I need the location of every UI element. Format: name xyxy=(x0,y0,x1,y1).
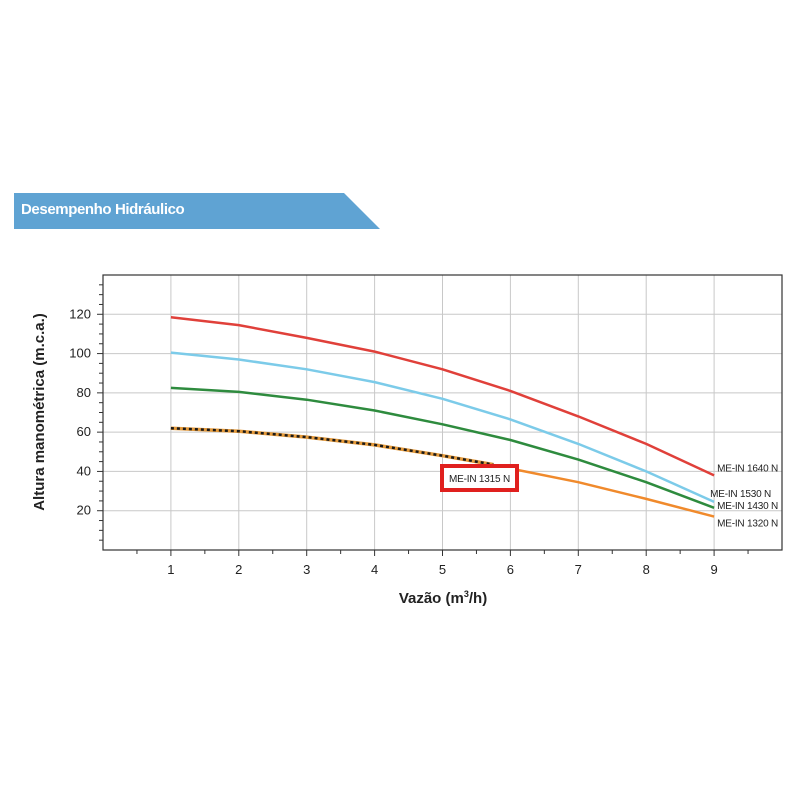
banner-shape xyxy=(14,193,380,229)
x-tick-label: 7 xyxy=(575,562,582,577)
y-tick-label: 20 xyxy=(77,503,91,518)
y-tick-label: 100 xyxy=(69,346,91,361)
x-tick-label: 2 xyxy=(235,562,242,577)
series-line-1315 xyxy=(170,426,494,467)
x-tick-label: 4 xyxy=(371,562,378,577)
x-tick-label: 8 xyxy=(643,562,650,577)
section-banner: Desempenho Hidráulico xyxy=(14,193,380,229)
series-line-1315-dash xyxy=(170,426,494,466)
highlight-box xyxy=(440,464,519,492)
y-tick-label: 120 xyxy=(69,306,91,321)
series-label: ME-IN 1320 N xyxy=(717,519,778,530)
series-group xyxy=(170,315,715,518)
series-line xyxy=(170,315,715,477)
series-label: ME-IN 1530 N xyxy=(710,489,771,500)
x-tick-label: 9 xyxy=(710,562,717,577)
y-tick-label: 60 xyxy=(77,424,91,439)
x-tick-label: 3 xyxy=(303,562,310,577)
x-tick-label: 5 xyxy=(439,562,446,577)
highlight-series-label: ME-IN 1315 N xyxy=(449,474,510,485)
x-tick-label: 1 xyxy=(167,562,174,577)
section-title: Desempenho Hidráulico xyxy=(21,201,185,218)
series-label: ME-IN 1640 N xyxy=(717,463,778,474)
series-labels: ME-IN 1640 N ME-IN 1530 NME-IN 1430 N ME-I… xyxy=(440,463,778,530)
y-tick-label: 40 xyxy=(77,463,91,478)
x-tick-label: 6 xyxy=(507,562,514,577)
series-line xyxy=(170,386,715,509)
series-label: ME-IN 1430 N xyxy=(717,501,778,512)
x-axis-title: Vazão (m3/h) xyxy=(399,589,487,607)
axes: 20 40 60 80 100 120 1 2 3 4 5 6 7 8 9 xyxy=(69,274,783,577)
series-line xyxy=(170,351,715,504)
y-axis-title: Altura manométrica (m.c.a.) xyxy=(31,313,48,511)
y-tick-label: 80 xyxy=(77,385,91,400)
